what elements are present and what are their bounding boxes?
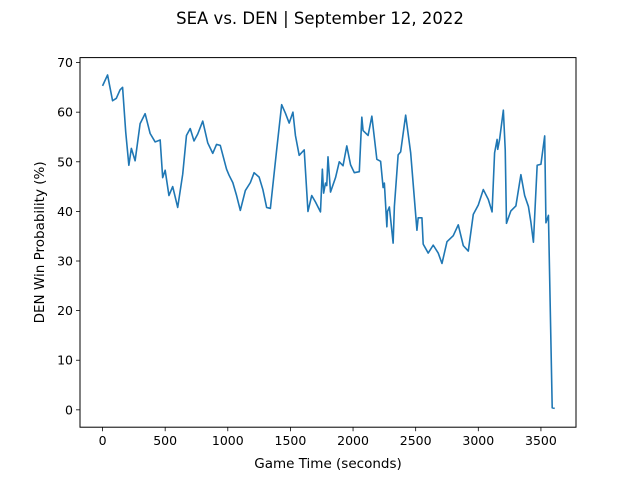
y-tick-label: 50: [57, 154, 73, 169]
x-axis: 0 500 1000 1500 2000 2500 3000 3500: [99, 427, 557, 448]
y-tick-label: 60: [57, 105, 73, 120]
y-tick-label: 20: [57, 303, 73, 318]
x-tick-label: 3500: [525, 433, 557, 448]
x-tick-label: 1000: [212, 433, 244, 448]
y-tick-label: 30: [57, 254, 73, 269]
y-tick-label: 70: [57, 55, 73, 70]
x-tick-label: 2500: [400, 433, 432, 448]
y-axis: 0 10 20 30 40 50 60 70: [57, 55, 80, 417]
x-tick-label: 500: [153, 433, 177, 448]
x-tick-label: 1500: [275, 433, 307, 448]
y-axis-label: DEN Win Probability (%): [32, 161, 48, 323]
y-tick-label: 40: [57, 204, 73, 219]
y-tick-label: 10: [57, 353, 73, 368]
x-tick-label: 2000: [337, 433, 369, 448]
x-axis-label: Game Time (seconds): [254, 456, 402, 472]
axes-frame: [79, 57, 577, 428]
y-tick-label: 0: [65, 402, 73, 417]
series-line-0: [101, 74, 555, 410]
plot-area: [101, 74, 555, 410]
chart-title: SEA vs. DEN | September 12, 2022: [176, 9, 464, 28]
x-tick-label: 0: [99, 433, 107, 448]
x-tick-label: 3000: [462, 433, 494, 448]
